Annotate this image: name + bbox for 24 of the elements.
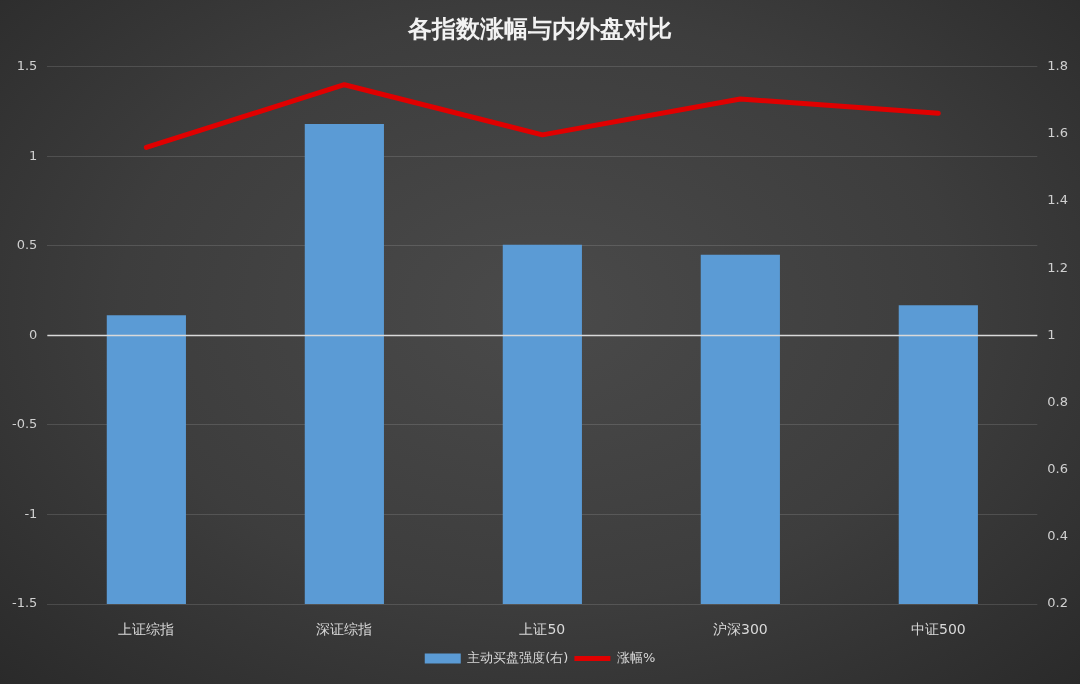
y2-tick-label: 0.8 [1047, 393, 1069, 409]
y2-tick-label: 1.4 [1047, 192, 1069, 208]
y2-tick-label: 1.8 [1047, 58, 1069, 74]
legend-label: 主动买盘强度(右) [467, 649, 569, 665]
y2-tick-label: 1.6 [1047, 125, 1069, 141]
y-tick-label: 0.5 [16, 237, 38, 253]
y-tick-label: -1.5 [11, 595, 38, 611]
y-tick-label: 0 [29, 326, 38, 342]
y2-tick-label: 1 [1047, 326, 1056, 342]
x-tick-label: 中证500 [910, 621, 966, 638]
y-tick-label: 1 [29, 147, 38, 163]
y-tick-label: -0.5 [11, 416, 38, 432]
x-tick-label: 沪深300 [712, 621, 768, 638]
y2-tick-label: 0.4 [1047, 528, 1069, 544]
y2-tick-label: 1.2 [1047, 259, 1069, 275]
y-tick-label: 1.5 [16, 58, 38, 74]
y2-tick-label: 0.2 [1047, 595, 1069, 611]
legend-label: 涨幅% [616, 649, 656, 665]
x-tick-label: 深证综指 [316, 621, 373, 638]
y-tick-label: -1 [24, 505, 38, 521]
x-tick-label: 上证50 [519, 621, 566, 638]
x-tick-label: 上证综指 [118, 621, 175, 638]
y2-tick-label: 0.6 [1047, 461, 1069, 477]
chart-title: 各指数涨幅与内外盘对比 [407, 13, 672, 43]
